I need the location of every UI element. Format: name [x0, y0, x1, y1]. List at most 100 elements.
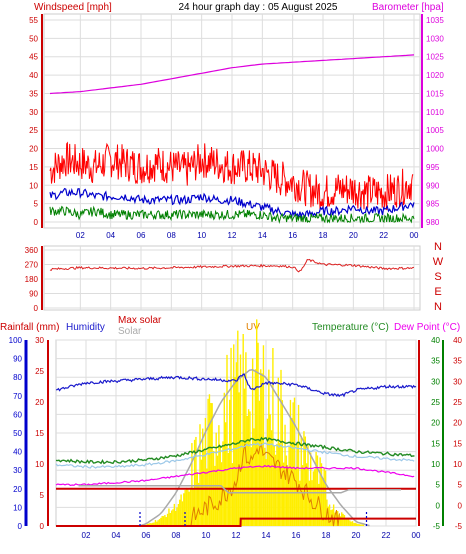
wind-y-tick: 50 [29, 34, 38, 43]
barometer-y-tick: 980 [426, 218, 440, 227]
dewpoint-y-tick: 25 [453, 398, 462, 407]
legend-dewpoint: Dew Point (°C) [394, 322, 460, 333]
temperature-series-line [55, 436, 415, 465]
weather-x-tick: 06 [142, 531, 151, 540]
humidity-series-line [55, 373, 417, 398]
wind-x-tick: 14 [258, 231, 267, 240]
weather-x-tick: 04 [112, 531, 121, 540]
wind-x-tick: 08 [167, 231, 176, 240]
weather-x-tick: 22 [382, 531, 391, 540]
compass-label: S [434, 271, 441, 283]
compass-label: N [434, 301, 442, 313]
weather-x-tick: 08 [172, 531, 181, 540]
dewpoint-y-tick: 35 [453, 357, 462, 366]
barometer-y-tick: 1000 [426, 145, 444, 154]
rain-y-tick: 0 [40, 522, 45, 531]
temperature-y-tick: 30 [431, 377, 440, 386]
min-wind-series-line [49, 205, 415, 224]
wind-x-tick: 02 [76, 231, 85, 240]
legend-temperature: Temperature (°C) [312, 322, 389, 333]
wind-y-tick: 5 [34, 200, 39, 209]
legend-solar: Solar [118, 326, 142, 337]
direction-y-tick: 270 [25, 261, 39, 270]
temperature-y-tick: 20 [431, 419, 440, 428]
wind-y-tick: 10 [29, 181, 38, 190]
temperature-y-tick: 0 [436, 501, 441, 510]
dewpoint-y-tick: 15 [453, 439, 462, 448]
weather-x-tick: 16 [292, 531, 301, 540]
wind-x-tick: 04 [106, 231, 115, 240]
rain-y-tick: 10 [35, 460, 44, 469]
barometer-y-tick: 1035 [426, 16, 444, 25]
dewpoint-y-tick: 40 [453, 336, 462, 345]
page-title: 24 hour graph day : 05 August 2025 [178, 2, 337, 13]
humidity-y-tick: 80 [13, 373, 22, 382]
weather-x-tick: 20 [352, 531, 361, 540]
direction-series-line [49, 258, 415, 273]
humidity-y-tick: 100 [9, 336, 23, 345]
dewpoint-y-tick: 10 [453, 460, 462, 469]
humidity-y-tick: 10 [13, 503, 22, 512]
barometer-y-tick: 1020 [426, 71, 444, 80]
temperature-y-tick: 15 [431, 439, 440, 448]
wind-x-tick: 06 [137, 231, 146, 240]
barometer-y-tick: 1010 [426, 108, 444, 117]
dewpoint-y-tick: 20 [453, 419, 462, 428]
legend-max-solar: Max solar [118, 315, 162, 326]
solar-max-step-line [78, 485, 401, 494]
weather-x-tick: 02 [82, 531, 91, 540]
wind-y-tick: 40 [29, 71, 38, 80]
rain-y-tick: 15 [35, 429, 44, 438]
temperature-y-tick: 5 [436, 481, 441, 490]
humidity-y-tick: 20 [13, 485, 22, 494]
legend-humidity: Humidity [66, 322, 105, 333]
uv-series-line [190, 443, 340, 527]
temperature-y-tick: 40 [431, 336, 440, 345]
temperature-y-tick: 10 [431, 460, 440, 469]
wind-x-tick: 00 [410, 231, 419, 240]
legend-uv: UV [246, 322, 260, 333]
barometer-y-tick: 1015 [426, 89, 444, 98]
rainfall-series-line [56, 517, 416, 527]
wind-x-tick: 16 [288, 231, 297, 240]
wind-y-tick: 20 [29, 145, 38, 154]
barometer-label: Barometer [hpa] [372, 2, 444, 13]
humidity-y-tick: 70 [13, 392, 22, 401]
wind-x-tick: 12 [228, 231, 237, 240]
wind-y-tick: 45 [29, 53, 38, 62]
windspeed-label: Windspeed [mph] [34, 2, 112, 13]
rain-y-tick: 30 [35, 336, 44, 345]
wind-x-tick: 22 [379, 231, 388, 240]
rain-y-tick: 25 [35, 367, 44, 376]
wind-y-tick: 0 [34, 218, 39, 227]
feels-like-series-line [55, 442, 415, 469]
barometer-y-tick: 985 [426, 200, 440, 209]
wind-y-tick: 25 [29, 126, 38, 135]
dewpoint-y-tick: 30 [453, 377, 462, 386]
compass-label: E [434, 286, 441, 298]
solar-series-line [138, 369, 370, 527]
weather-x-tick: 12 [232, 531, 241, 540]
barometer-y-tick: 1025 [426, 53, 444, 62]
direction-y-tick: 0 [34, 304, 39, 313]
legend-rainfall: Rainfall (mm) [0, 322, 59, 333]
wind-y-tick: 55 [29, 16, 38, 25]
compass-label: W [433, 256, 444, 268]
dewpoint-series-line [55, 464, 415, 487]
direction-y-tick: 360 [25, 246, 39, 255]
humidity-y-tick: 30 [13, 466, 22, 475]
dewpoint-y-tick: 0 [458, 501, 463, 510]
barometer-series-line [49, 54, 415, 95]
compass-label: N [434, 241, 442, 253]
direction-y-tick: 90 [29, 290, 38, 299]
weather-x-tick: 10 [202, 531, 211, 540]
barometer-y-tick: 990 [426, 181, 440, 190]
temperature-y-tick: 35 [431, 357, 440, 366]
weather-x-tick: 00 [412, 531, 421, 540]
humidity-y-tick: 60 [13, 410, 22, 419]
gust-series-line [49, 141, 414, 211]
dewpoint-y-tick: 5 [458, 481, 463, 490]
dewpoint-y-tick: -5 [455, 522, 463, 531]
